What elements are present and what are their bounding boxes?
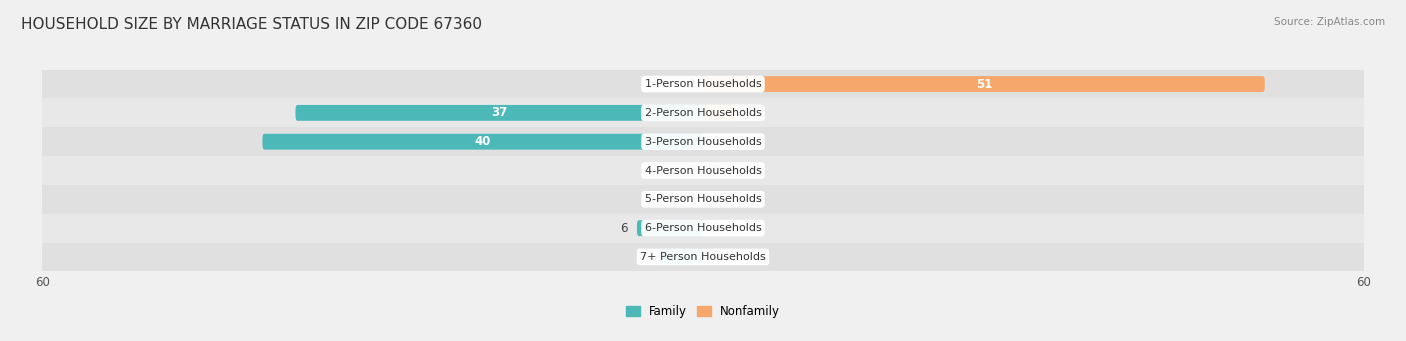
Text: 0: 0 [711,164,720,177]
Text: 4: 4 [643,250,650,264]
FancyBboxPatch shape [703,76,1264,92]
Text: 0: 0 [711,135,720,148]
Text: 1-Person Households: 1-Person Households [644,79,762,89]
Bar [42,70,1364,99]
Text: 6: 6 [620,222,628,235]
FancyBboxPatch shape [295,105,703,121]
FancyBboxPatch shape [263,134,703,150]
FancyBboxPatch shape [659,249,703,265]
Text: 0: 0 [711,250,720,264]
Text: 0: 0 [686,77,695,91]
Text: 3: 3 [745,106,752,119]
Text: 4-Person Households: 4-Person Households [644,165,762,176]
Text: 51: 51 [976,77,993,91]
Text: 3-Person Households: 3-Person Households [644,137,762,147]
Bar [42,185,1364,214]
Bar [42,99,1364,127]
Text: 0: 0 [711,222,720,235]
FancyBboxPatch shape [703,105,737,121]
Text: 40: 40 [475,135,491,148]
Bar [42,214,1364,242]
Bar [42,127,1364,156]
Text: 0: 0 [686,193,695,206]
Text: 2-Person Households: 2-Person Households [644,108,762,118]
Bar [42,242,1364,271]
Text: 7+ Person Households: 7+ Person Households [640,252,766,262]
Text: 6-Person Households: 6-Person Households [644,223,762,233]
Text: HOUSEHOLD SIZE BY MARRIAGE STATUS IN ZIP CODE 67360: HOUSEHOLD SIZE BY MARRIAGE STATUS IN ZIP… [21,17,482,32]
Text: Source: ZipAtlas.com: Source: ZipAtlas.com [1274,17,1385,27]
Text: 0: 0 [686,164,695,177]
Bar [42,156,1364,185]
FancyBboxPatch shape [637,220,703,236]
Text: 0: 0 [711,193,720,206]
Legend: Family, Nonfamily: Family, Nonfamily [626,305,780,318]
Text: 37: 37 [491,106,508,119]
Text: 5-Person Households: 5-Person Households [644,194,762,204]
